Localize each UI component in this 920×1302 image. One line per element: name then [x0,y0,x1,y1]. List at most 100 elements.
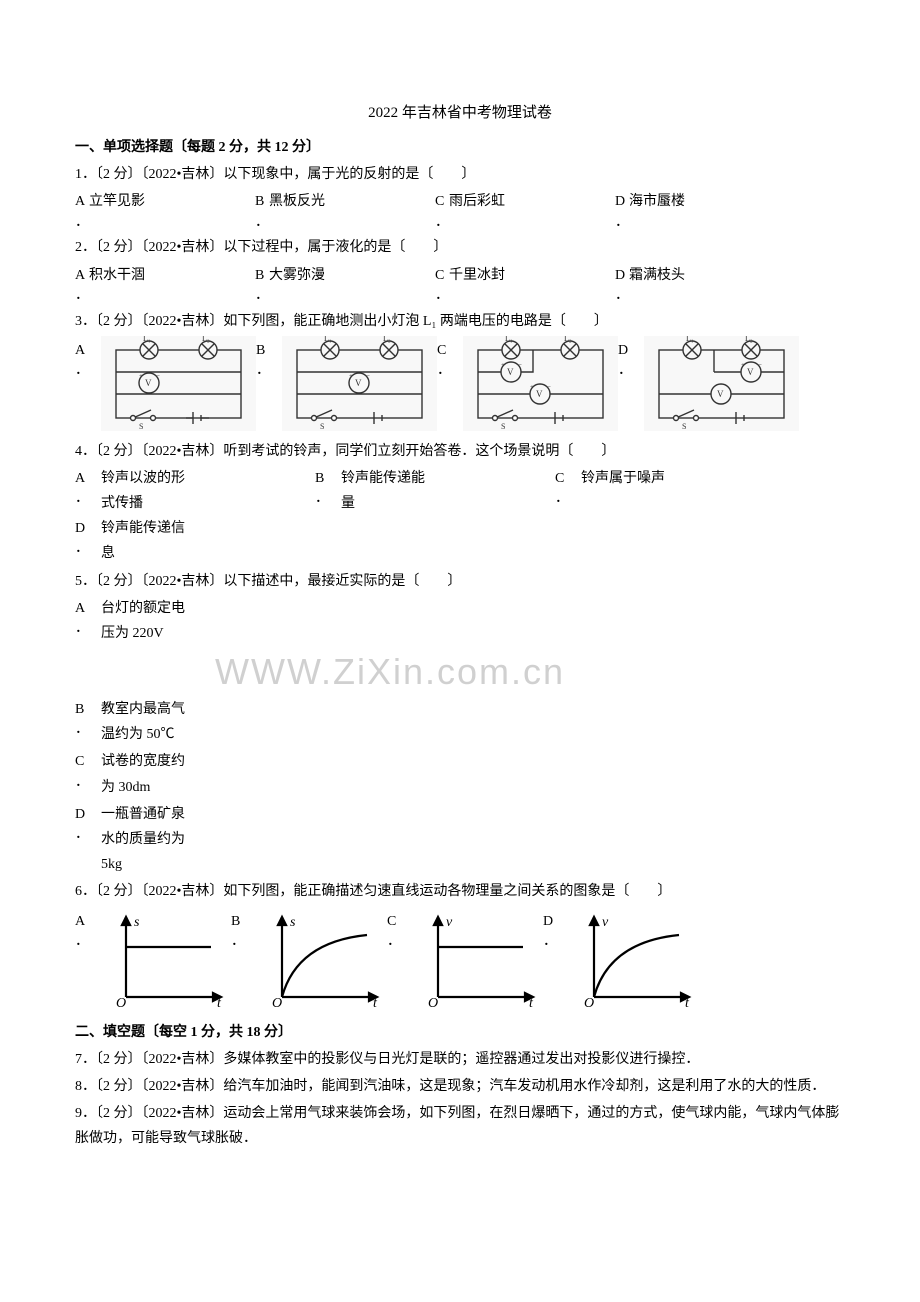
q6-b-letter: B [231,909,240,934]
question-7: 7．〔2 分〕〔2022•吉林〕多媒体教室中的投影仪与日光灯是联的；遥控器通过发… [75,1047,845,1072]
q1-d-letter: D [615,189,629,214]
q5-a-letter: A [75,596,85,621]
q2-d-letter: D [615,263,629,288]
svg-text:L₁: L₁ [686,336,694,343]
svg-text:V: V [507,367,514,377]
q4-d-dot: ． [75,541,101,558]
q5-options: A ． 台灯的额定电 压为 220V WWW.ZiXin.com.cn B ． … [75,596,845,877]
q2-options: A ． 积水干涸 B ． 大雾弥漫 C ． 千里冰封 D ． 霜满枝头 [75,263,845,305]
q4-c-dot: ． [555,491,581,508]
question-4: 4．〔2 分〕〔2022•吉林〕听到考试的铃声，同学们立刻开始答卷．这个场景说明… [75,439,845,567]
q5-b-t2: 温约为 50℃ [101,722,845,747]
q3-options: A ． V [75,336,845,431]
q6-graph-b: s O t [257,907,387,1012]
q3-stem: 3．〔2 分〕〔2022•吉林〕如下列图，能正确地测出小灯泡 L₁ 两端电压的电… [75,309,845,334]
svg-text:−: − [547,383,551,391]
q4-d-t2: 息 [101,541,185,566]
exam-title: 2022 年吉林省中考物理试卷 [75,100,845,127]
q3-d-dot: ． [618,363,632,380]
q6-graph-c: v O t [413,907,543,1012]
q5-b-dot: ． [75,722,89,739]
svg-text:−: − [366,372,370,380]
q1-stem: 1．〔2 分〕〔2022•吉林〕以下现象中，属于光的反射的是〔 〕 [75,162,845,187]
q5-b-letter: B [75,697,84,722]
svg-text:+: + [139,372,143,380]
q1-options: A ． 立竿见影 B ． 黑板反光 C ． 雨后彩虹 D ． 海市蜃楼 [75,189,845,231]
q6-graph-d: v O t [569,907,699,1012]
watermark: WWW.ZiXin.com.cn [75,640,845,705]
svg-text:V: V [747,367,754,377]
q4-b-t2: 量 [341,491,425,516]
svg-text:L₂: L₂ [202,336,210,343]
q4-c-letter: C [555,466,581,491]
q1-c-dot: ． [435,215,449,232]
q6-stem: 6．〔2 分〕〔2022•吉林〕如下列图，能正确描述匀速直线运动各物理量之间关系… [75,879,845,904]
svg-text:O: O [116,996,126,1011]
svg-text:V: V [355,378,362,388]
svg-text:L₂: L₂ [745,336,753,343]
svg-text:v: v [446,915,453,930]
q4-c-t1: 铃声属于噪声 [581,466,665,491]
q2-a-dot: ． [75,288,89,305]
svg-text:s: s [134,915,140,930]
q2-d-dot: ． [615,288,629,305]
q6-options: A ． s O t B ． [75,907,845,1012]
q1-a-letter: A [75,189,89,214]
q6-c-letter: C [387,909,396,934]
q3-b-dot: ． [256,363,270,380]
q4-a-t2: 式传播 [101,491,185,516]
q1-d-text: 海市蜃楼 [629,189,715,214]
svg-text:S: S [501,422,505,431]
q3-circuit-b: V +− L₁ L₂ S [282,336,437,431]
q2-c-dot: ． [435,288,449,305]
q3-b-letter: B [256,338,265,363]
q4-a-dot: ． [75,491,101,508]
q3-a-dot: ． [75,363,89,380]
q4-d-t1: 铃声能传递信 [101,516,185,541]
q1-c-letter: C [435,189,449,214]
q4-b-t1: 铃声能传递能 [341,466,425,491]
q2-stem: 2．〔2 分〕〔2022•吉林〕以下过程中，属于液化的是〔 〕 [75,235,845,260]
q2-d-text: 霜满枝头 [629,263,715,288]
q6-c-dot: ． [387,934,401,951]
q1-a-text: 立竿见影 [89,189,175,214]
svg-text:+: + [501,361,505,369]
svg-text:+: + [349,372,353,380]
q3-circuit-a: V +− L₁ L₂ S [101,336,256,431]
q2-a-text: 积水干涸 [89,263,175,288]
q4-b-dot: ． [315,491,341,508]
question-5: 5．〔2 分〕〔2022•吉林〕以下描述中，最接近实际的是〔 〕 A ． 台灯的… [75,569,845,878]
svg-text:V: V [717,389,724,399]
q4-b-letter: B [315,466,341,491]
q5-b-t1: 教室内最高气 [101,697,845,722]
q2-b-dot: ． [255,288,269,305]
q6-d-letter: D [543,909,553,934]
q6-a-dot: ． [75,934,89,951]
svg-text:V: V [536,389,543,399]
q5-c-dot: ． [75,775,89,792]
svg-text:t: t [685,996,690,1011]
svg-text:L₁: L₁ [324,336,332,343]
question-2: 2．〔2 分〕〔2022•吉林〕以下过程中，属于液化的是〔 〕 A ． 积水干涸… [75,235,845,304]
svg-text:L₂: L₂ [383,336,391,343]
svg-text:L₁: L₁ [505,336,513,343]
svg-text:S: S [682,422,686,431]
svg-text:L₁: L₁ [143,336,151,343]
svg-text:O: O [584,996,594,1011]
q5-a-t2: 压为 220V [101,621,845,646]
q6-b-dot: ． [231,934,245,951]
svg-text:O: O [272,996,282,1011]
q5-c-t1: 试卷的宽度约 [101,749,845,774]
question-3: 3．〔2 分〕〔2022•吉林〕如下列图，能正确地测出小灯泡 L₁ 两端电压的电… [75,309,845,431]
svg-text:s: s [290,915,296,930]
q5-c-letter: C [75,749,84,774]
q6-a-letter: A [75,909,85,934]
q4-a-letter: A [75,466,101,491]
q3-d-letter: D [618,338,628,363]
q4-options: A ． 铃声以波的形 式传播 B ． 铃声能传递能 量 C ． [75,466,845,567]
q1-a-dot: ． [75,215,89,232]
q5-c-t2: 为 30dm [101,775,845,800]
q2-b-text: 大雾弥漫 [269,263,355,288]
question-9: 9．〔2 分〕〔2022•吉林〕运动会上常用气球来装饰会场，如下列图，在烈日爆晒… [75,1101,845,1151]
svg-text:+: + [741,361,745,369]
